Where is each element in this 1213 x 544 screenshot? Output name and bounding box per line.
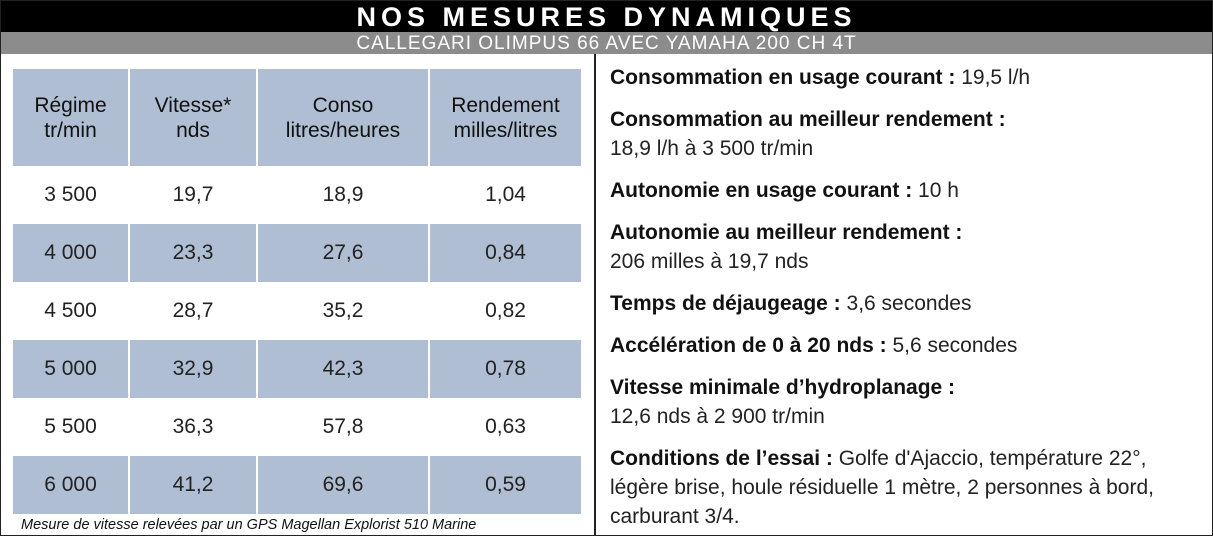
header-vitesse: Vitesse* nds: [130, 69, 256, 166]
cell-rendement: 0,63: [485, 415, 526, 438]
spec-item: Consommation au meilleur rendement : 18,…: [610, 105, 1210, 163]
cell-rendement: 0,59: [430, 456, 581, 514]
table-header-row: Régime tr/min Vitesse* nds Conso litres/…: [13, 69, 581, 166]
spec-item: Consommation en usage courant : 19,5 l/h: [610, 63, 1210, 92]
spec-value: 19,5 l/h: [961, 66, 1031, 89]
cell-rendement: 0,84: [430, 224, 581, 282]
spec-label: Consommation en usage courant :: [610, 66, 956, 89]
spec-label: Vitesse minimale d’hydroplanage :: [610, 376, 956, 399]
specs-list: Consommation en usage courant : 19,5 l/h…: [610, 63, 1210, 544]
spec-label: Autonomie en usage courant :: [610, 179, 913, 202]
cell-regime: 5 500: [44, 415, 97, 438]
table-footnote: Mesure de vitesse relevées par un GPS Ma…: [21, 517, 477, 533]
cell-rendement: 0,78: [430, 340, 581, 398]
header-conso: Conso litres/heures: [258, 69, 428, 166]
measures-table-section: Régime tr/min Vitesse* nds Conso litres/…: [1, 54, 594, 535]
panel-title: NOS MESURES DYNAMIQUES: [1, 1, 1212, 32]
table-row: 4 000 23,3 27,6 0,84: [13, 224, 581, 282]
spec-item: Vitesse minimale d’hydroplanage : 12,6 n…: [610, 373, 1210, 431]
cell-conso: 27,6: [258, 224, 428, 282]
column-divider: [594, 54, 596, 535]
cell-conso: 35,2: [322, 299, 364, 322]
cell-rendement: 1,04: [485, 183, 526, 206]
spec-value: 3,6 secondes: [846, 292, 972, 315]
spec-value: 10 h: [918, 179, 959, 202]
table-row: 5 000 32,9 42,3 0,78: [13, 340, 581, 398]
spec-value: 206 milles à 19,7 nds: [610, 250, 809, 273]
table-row: 3 500 19,7 18,9 1,04: [13, 166, 581, 224]
table-row: 5 500 36,3 57,8 0,63: [13, 398, 581, 456]
table-row: 6 000 41,2 69,6 0,59: [13, 456, 581, 514]
cell-conso: 42,3: [258, 340, 428, 398]
spec-value: 18,9 l/h à 3 500 tr/min: [610, 137, 814, 160]
measures-table: Régime tr/min Vitesse* nds Conso litres/…: [11, 69, 583, 514]
spec-label: Autonomie au meilleur rendement :: [610, 221, 963, 244]
cell-vitesse: 32,9: [130, 340, 256, 398]
spec-label: Consommation au meilleur rendement :: [610, 108, 1006, 131]
cell-vitesse: 23,3: [130, 224, 256, 282]
spec-value: 5,6 secondes: [892, 334, 1018, 357]
cell-rendement: 0,82: [485, 299, 526, 322]
cell-conso: 69,6: [258, 456, 428, 514]
cell-vitesse: 36,3: [172, 415, 214, 438]
cell-conso: 18,9: [322, 183, 364, 206]
cell-regime: 5 000: [13, 340, 128, 398]
cell-regime: 4 500: [44, 299, 97, 322]
header-regime: Régime tr/min: [13, 69, 128, 166]
spec-label: Accélération de 0 à 20 nds :: [610, 334, 887, 357]
spec-item: Temps de déjaugeage : 3,6 secondes: [610, 289, 1210, 318]
cell-regime: 3 500: [44, 183, 97, 206]
panel-subtitle: CALLEGARI OLIMPUS 66 AVEC YAMAHA 200 CH …: [1, 32, 1212, 54]
spec-label: Temps de déjaugeage :: [610, 292, 841, 315]
spec-item: Accélération de 0 à 20 nds : 5,6 seconde…: [610, 331, 1210, 360]
spec-item: Autonomie au meilleur rendement : 206 mi…: [610, 218, 1210, 276]
cell-regime: 4 000: [13, 224, 128, 282]
spec-value: 12,6 nds à 2 900 tr/min: [610, 405, 825, 428]
table-row: 4 500 28,7 35,2 0,82: [13, 282, 581, 340]
cell-conso: 57,8: [322, 415, 364, 438]
cell-vitesse: 41,2: [130, 456, 256, 514]
spec-item: Autonomie en usage courant : 10 h: [610, 176, 1210, 205]
spec-label: Conditions de l’essai :: [610, 447, 833, 470]
cell-vitesse: 28,7: [172, 299, 214, 322]
header-rendement: Rendement milles/litres: [430, 69, 581, 166]
spec-item: Conditions de l’essai : Golfe d'Ajaccio,…: [610, 444, 1210, 531]
spec-value: Golfe d'Ajaccio, température 22°, légère…: [610, 447, 1154, 528]
cell-regime: 6 000: [13, 456, 128, 514]
cell-vitesse: 19,7: [172, 183, 214, 206]
